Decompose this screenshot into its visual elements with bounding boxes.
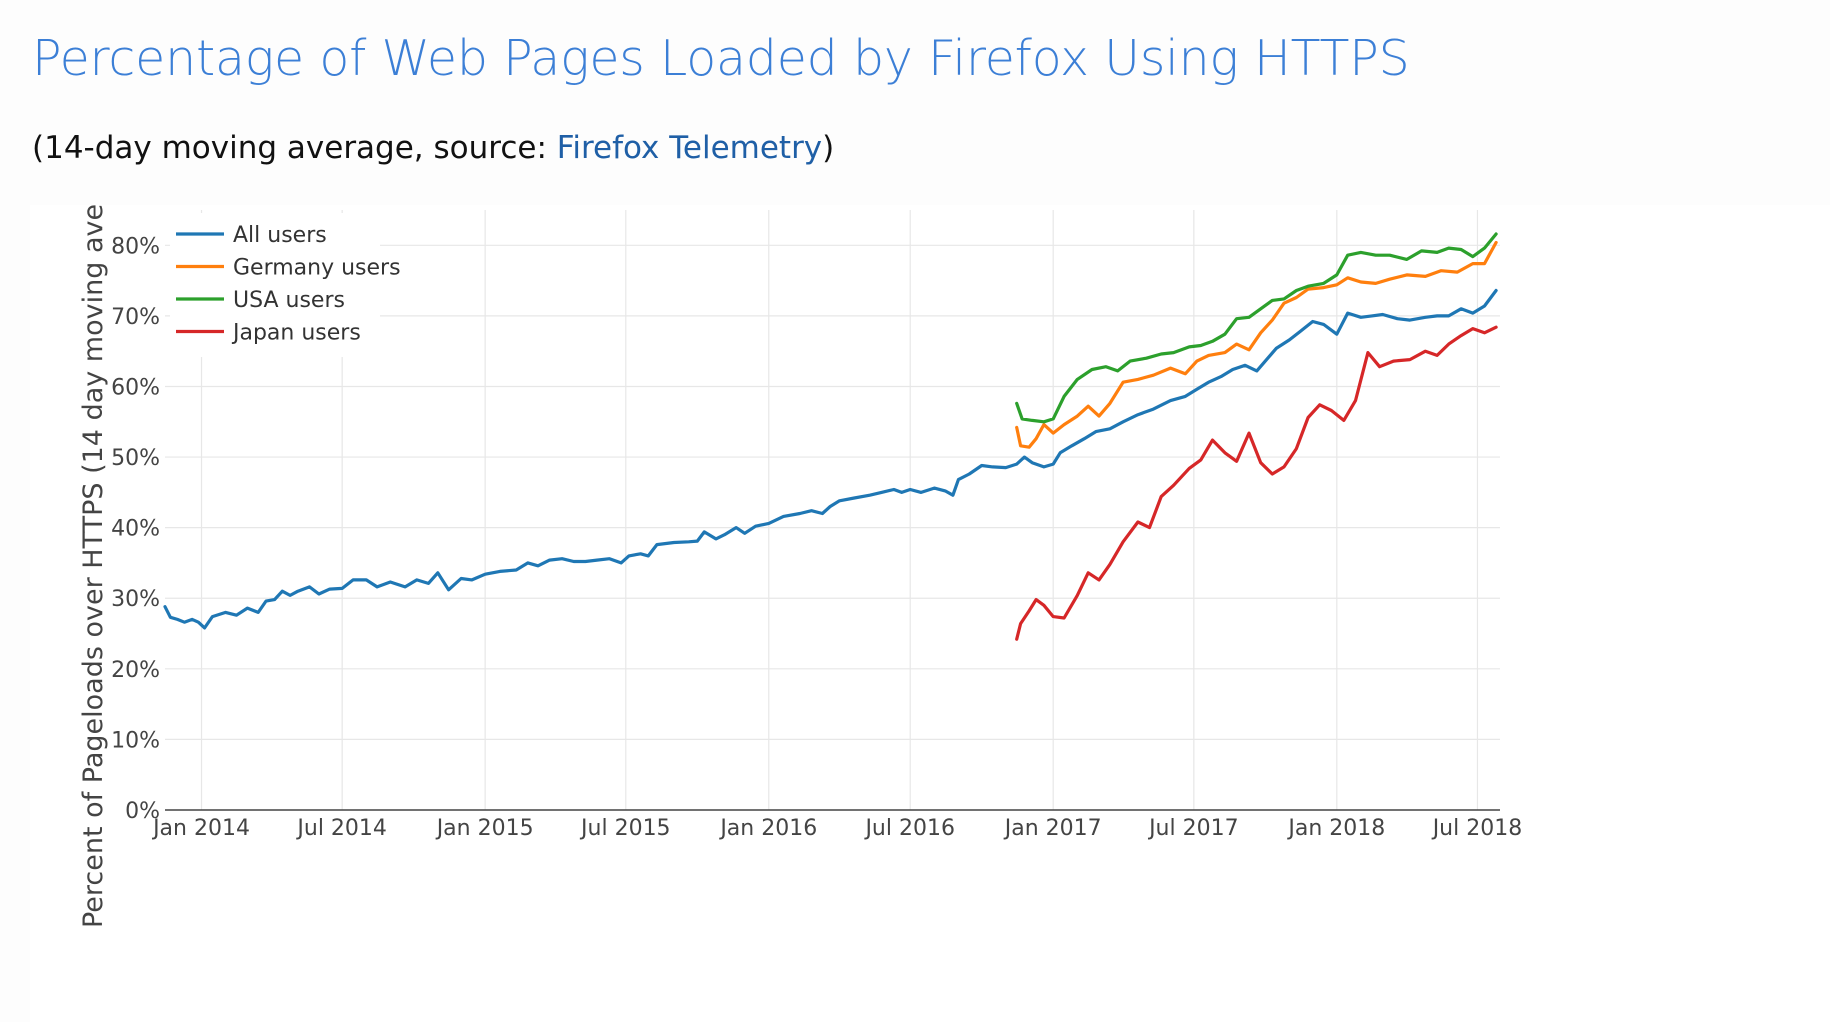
x-tick-label: Jan 2014 [151,816,250,841]
series-line-all-users[interactable] [163,288,1498,630]
line-chart: Jan 2014 Jul 2014 Jan 2015 Jul 2015 Jan 2016… [78,132,1523,928]
series-line-japan-users[interactable] [1015,325,1498,641]
series-lines [163,232,1498,641]
x-tick-label: Jul 2014 [295,816,387,841]
legend-label[interactable]: Japan users [231,321,361,346]
firefox-telemetry-link[interactable]: Firefox Telemetry [556,130,823,166]
legend-label[interactable]: USA users [233,288,345,313]
x-tick-label: Jul 2016 [863,816,955,841]
x-tick-label: Jan 2017 [1003,816,1102,841]
y-tick-label: 50% [111,446,160,471]
legend: All users Germany users USA users Japan use… [170,213,401,357]
chart-subtitle: (14-day moving average, source: Firefox … [32,130,834,166]
y-tick-label: 40% [111,517,160,542]
axes: Jan 2014 Jul 2014 Jan 2015 Jul 2015 Jan 2016… [78,132,1523,928]
subtitle-text-after: ) [822,130,835,166]
y-tick-label: 20% [111,658,160,683]
x-tick-label: Jul 2015 [579,816,671,841]
y-tick-label: 60% [111,375,160,400]
y-axis-title: Percent of Pageloads over HTTPS (14 day … [78,205,109,928]
legend-label[interactable]: Germany users [233,256,401,281]
legend-label[interactable]: All users [233,223,327,248]
y-tick-label: 70% [111,305,160,330]
series-line-germany-users[interactable] [1015,240,1498,449]
y-tick-label: 80% [111,234,160,259]
x-tick-label: Jan 2015 [435,816,534,841]
x-tick-label: Jan 2018 [1286,816,1385,841]
x-tick-label: Jul 2017 [1147,816,1239,841]
chart-title: Percentage of Web Pages Loaded by Firefo… [32,30,1410,87]
y-tick-label: 30% [111,587,160,612]
chart-panel: Jan 2014 Jul 2014 Jan 2015 Jul 2015 Jan 2016… [30,132,1830,1022]
y-tick-label: 0% [125,799,160,824]
subtitle-text-before: (14-day moving average, source: [32,130,557,166]
series-line-usa-users[interactable] [1015,232,1498,424]
x-tick-label: Jul 2018 [1431,816,1523,841]
gridlines [165,210,1500,810]
x-tick-label: Jan 2016 [718,816,817,841]
y-tick-label: 10% [111,728,160,753]
